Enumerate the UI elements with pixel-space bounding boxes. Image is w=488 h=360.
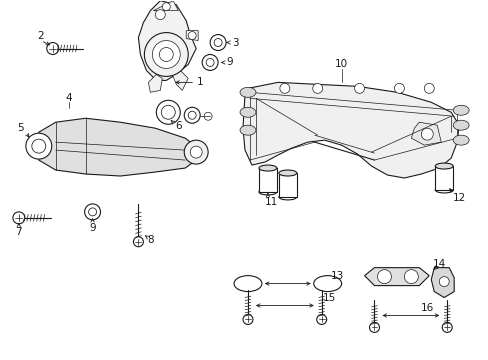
Text: 2: 2 (38, 31, 44, 41)
Text: 9: 9 (89, 223, 96, 233)
Text: 12: 12 (451, 193, 465, 203)
Ellipse shape (452, 135, 468, 145)
Circle shape (202, 54, 218, 71)
Polygon shape (39, 118, 198, 176)
Ellipse shape (278, 194, 296, 200)
Circle shape (203, 112, 212, 120)
Circle shape (152, 41, 180, 68)
Circle shape (279, 84, 289, 93)
Circle shape (184, 107, 200, 123)
Circle shape (354, 84, 364, 93)
Circle shape (190, 146, 202, 158)
Polygon shape (148, 75, 162, 92)
Circle shape (144, 32, 188, 76)
Circle shape (421, 128, 432, 140)
Text: 14: 14 (432, 259, 445, 269)
Text: 6: 6 (175, 121, 181, 131)
Text: 7: 7 (16, 227, 22, 237)
Text: 5: 5 (18, 123, 24, 133)
Polygon shape (186, 31, 198, 41)
Text: 3: 3 (231, 37, 238, 48)
Ellipse shape (259, 189, 276, 195)
Circle shape (162, 3, 170, 11)
Circle shape (188, 32, 196, 40)
Ellipse shape (434, 187, 452, 193)
Circle shape (369, 323, 379, 332)
Ellipse shape (234, 276, 262, 292)
Circle shape (161, 105, 175, 119)
Text: 10: 10 (334, 59, 347, 69)
Polygon shape (153, 1, 178, 11)
Ellipse shape (278, 170, 296, 176)
Circle shape (133, 237, 143, 247)
Text: 8: 8 (147, 235, 153, 245)
Circle shape (441, 323, 451, 332)
Text: 9: 9 (226, 58, 233, 67)
Circle shape (214, 39, 222, 46)
Circle shape (206, 58, 214, 67)
Text: 13: 13 (330, 271, 344, 281)
Circle shape (155, 10, 165, 20)
Circle shape (13, 212, 25, 224)
Circle shape (188, 111, 196, 119)
Circle shape (394, 84, 404, 93)
Ellipse shape (434, 163, 452, 169)
Circle shape (312, 84, 322, 93)
Ellipse shape (240, 87, 255, 97)
Circle shape (84, 204, 101, 220)
Ellipse shape (313, 276, 341, 292)
Circle shape (26, 133, 52, 159)
Polygon shape (410, 122, 440, 145)
Ellipse shape (452, 120, 468, 130)
Polygon shape (364, 268, 428, 285)
Circle shape (47, 42, 59, 54)
Polygon shape (138, 1, 196, 80)
Polygon shape (243, 82, 458, 178)
Polygon shape (172, 71, 188, 90)
Circle shape (184, 140, 208, 164)
Ellipse shape (240, 107, 255, 117)
Ellipse shape (240, 125, 255, 135)
Text: 11: 11 (264, 197, 278, 207)
Bar (259, 168, 276, 192)
Circle shape (210, 35, 225, 50)
Text: 15: 15 (323, 293, 336, 302)
Circle shape (404, 270, 417, 284)
Circle shape (424, 84, 433, 93)
Bar (434, 166, 452, 190)
Text: 16: 16 (420, 302, 433, 312)
Ellipse shape (452, 105, 468, 115)
Circle shape (156, 100, 180, 124)
Polygon shape (430, 268, 453, 298)
Circle shape (377, 270, 390, 284)
Circle shape (316, 315, 326, 324)
Text: 4: 4 (65, 93, 72, 103)
Bar (278, 173, 296, 197)
Circle shape (243, 315, 252, 324)
Circle shape (438, 276, 448, 287)
Circle shape (32, 139, 46, 153)
Ellipse shape (259, 165, 276, 171)
Circle shape (88, 208, 96, 216)
Text: 1: 1 (197, 77, 203, 87)
Circle shape (159, 48, 173, 62)
